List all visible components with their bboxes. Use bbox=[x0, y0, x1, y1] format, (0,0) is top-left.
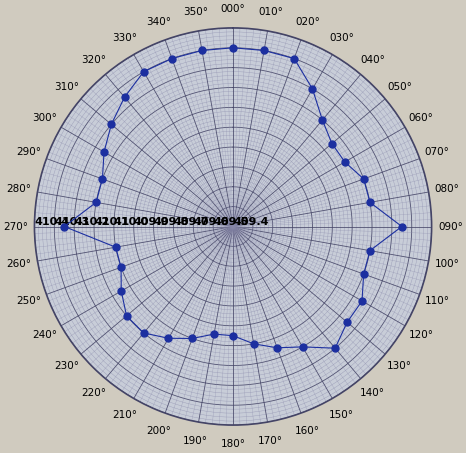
Point bbox=[168, 55, 176, 62]
Point bbox=[121, 94, 128, 101]
Point bbox=[360, 270, 367, 278]
Point bbox=[274, 344, 281, 352]
Point bbox=[360, 175, 367, 183]
Point bbox=[117, 264, 125, 271]
Point bbox=[250, 340, 257, 347]
Point bbox=[112, 244, 119, 251]
Point bbox=[341, 159, 349, 166]
Point bbox=[165, 335, 172, 342]
Point bbox=[117, 287, 125, 294]
Point bbox=[92, 199, 100, 206]
Point bbox=[140, 68, 147, 75]
Point bbox=[108, 121, 115, 128]
Point bbox=[198, 47, 206, 54]
Point bbox=[343, 318, 351, 326]
Point bbox=[309, 85, 316, 92]
Point bbox=[299, 343, 306, 351]
Point bbox=[140, 329, 147, 337]
Point bbox=[331, 345, 339, 352]
Point bbox=[319, 116, 326, 124]
Point bbox=[328, 140, 336, 147]
Point bbox=[123, 312, 130, 319]
Point bbox=[229, 332, 237, 339]
Point bbox=[61, 223, 68, 230]
Point bbox=[229, 44, 237, 51]
Point bbox=[366, 247, 374, 254]
Point bbox=[398, 223, 405, 230]
Point bbox=[189, 335, 196, 342]
Point bbox=[358, 297, 366, 304]
Point bbox=[99, 175, 106, 183]
Point bbox=[210, 330, 218, 337]
Point bbox=[290, 55, 298, 62]
Point bbox=[100, 149, 108, 156]
Point bbox=[366, 199, 374, 206]
Point bbox=[260, 47, 268, 54]
